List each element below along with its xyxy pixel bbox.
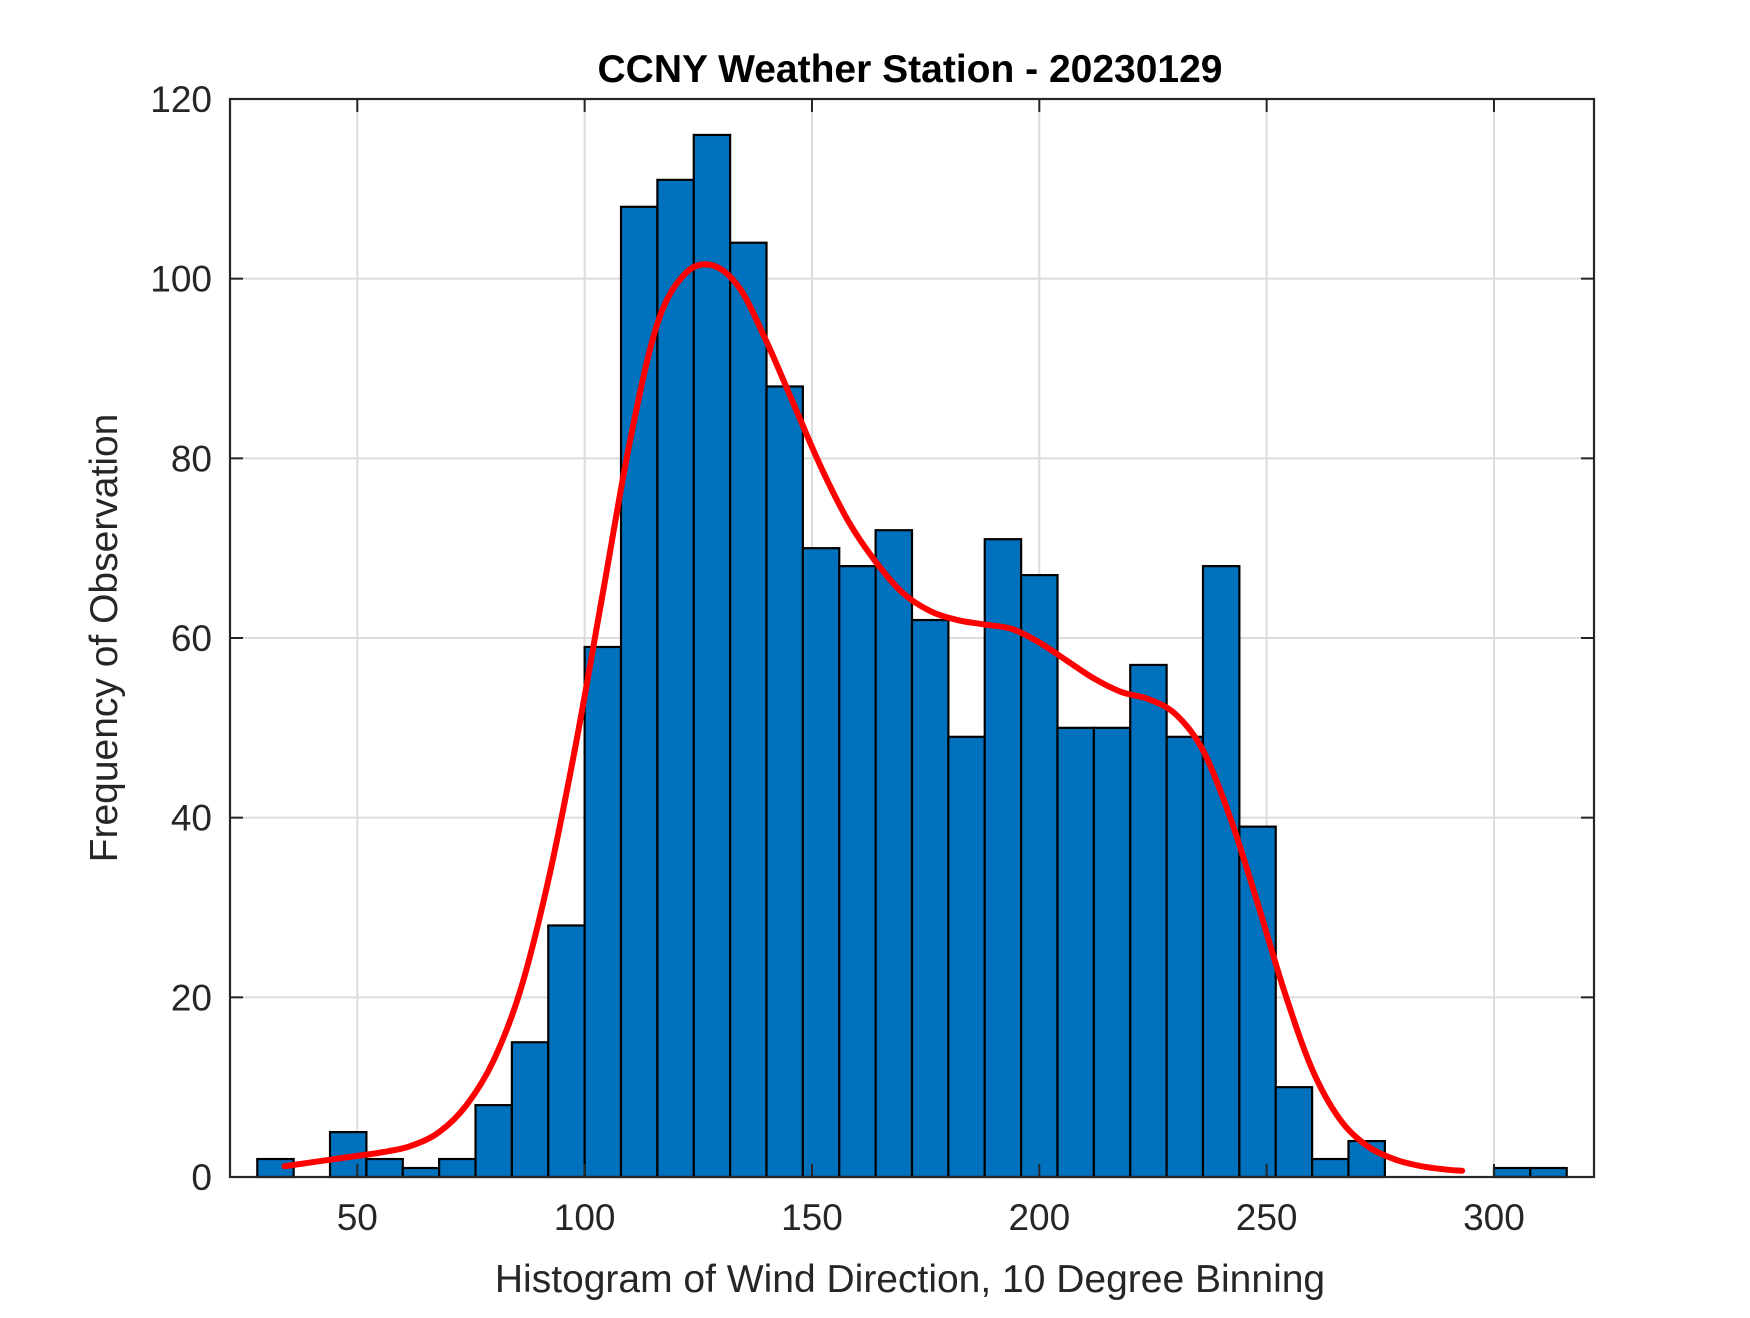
histogram-bar [729,241,768,1179]
chart-title: CCNY Weather Station - 20230129 [598,48,1223,91]
axes [228,97,1596,1179]
histogram-bar [510,1041,550,1179]
histogram-bar [1129,663,1168,1179]
y-tick-label: 80 [171,438,212,479]
histogram-bar [365,1157,404,1179]
histogram-bar [1092,726,1132,1179]
histogram-bar [583,645,623,1179]
histogram-bar [656,178,695,1179]
x-tick-label: 300 [1463,1197,1525,1238]
fit-curve-line [281,261,1466,1174]
histogram-bar [1311,1157,1350,1179]
histogram-bar [401,1166,441,1179]
histogram-bar [983,538,1023,1179]
histogram-bar [1165,735,1205,1179]
x-tick-label: 50 [337,1197,378,1238]
x-tick-label: 250 [1236,1197,1298,1238]
y-tick-label: 0 [191,1157,212,1198]
histogram-bar [801,547,841,1179]
histogram-bar [1056,726,1095,1179]
histogram-bar [947,735,986,1179]
histogram-bar [547,924,586,1179]
y-axis-label: Frequency of Observation [83,414,126,863]
histogram-bar [619,205,659,1179]
histogram-bar [838,565,877,1179]
histogram-bar [1529,1166,1568,1179]
x-tick-label: 200 [1008,1197,1070,1238]
histogram-bar [692,133,732,1179]
histogram-bar [765,385,804,1179]
histogram-bar [1274,1086,1314,1179]
y-tick-label: 40 [171,798,212,839]
histogram-bar [438,1157,477,1179]
x-axis-label: Histogram of Wind Direction, 10 Degree B… [495,1258,1325,1301]
x-tick-label: 150 [781,1197,843,1238]
y-tick-label: 20 [171,977,212,1018]
y-tick-label: 120 [150,79,212,120]
y-tick-label: 100 [150,259,212,300]
histogram-bar [1020,574,1059,1179]
y-tick-label: 60 [171,618,212,659]
histogram-bar [1238,825,1277,1179]
histogram-bar [910,618,950,1179]
fit-curve-layer [281,261,1466,1174]
histogram-bar [874,529,914,1179]
histogram-bar [1492,1166,1532,1179]
tick-labels: 50 100 150 200 250 300 0 20 40 60 80 100 120 [150,79,1525,1238]
histogram-bar [474,1104,513,1179]
histogram-bar [1201,565,1241,1179]
x-tick-label: 100 [554,1197,616,1238]
